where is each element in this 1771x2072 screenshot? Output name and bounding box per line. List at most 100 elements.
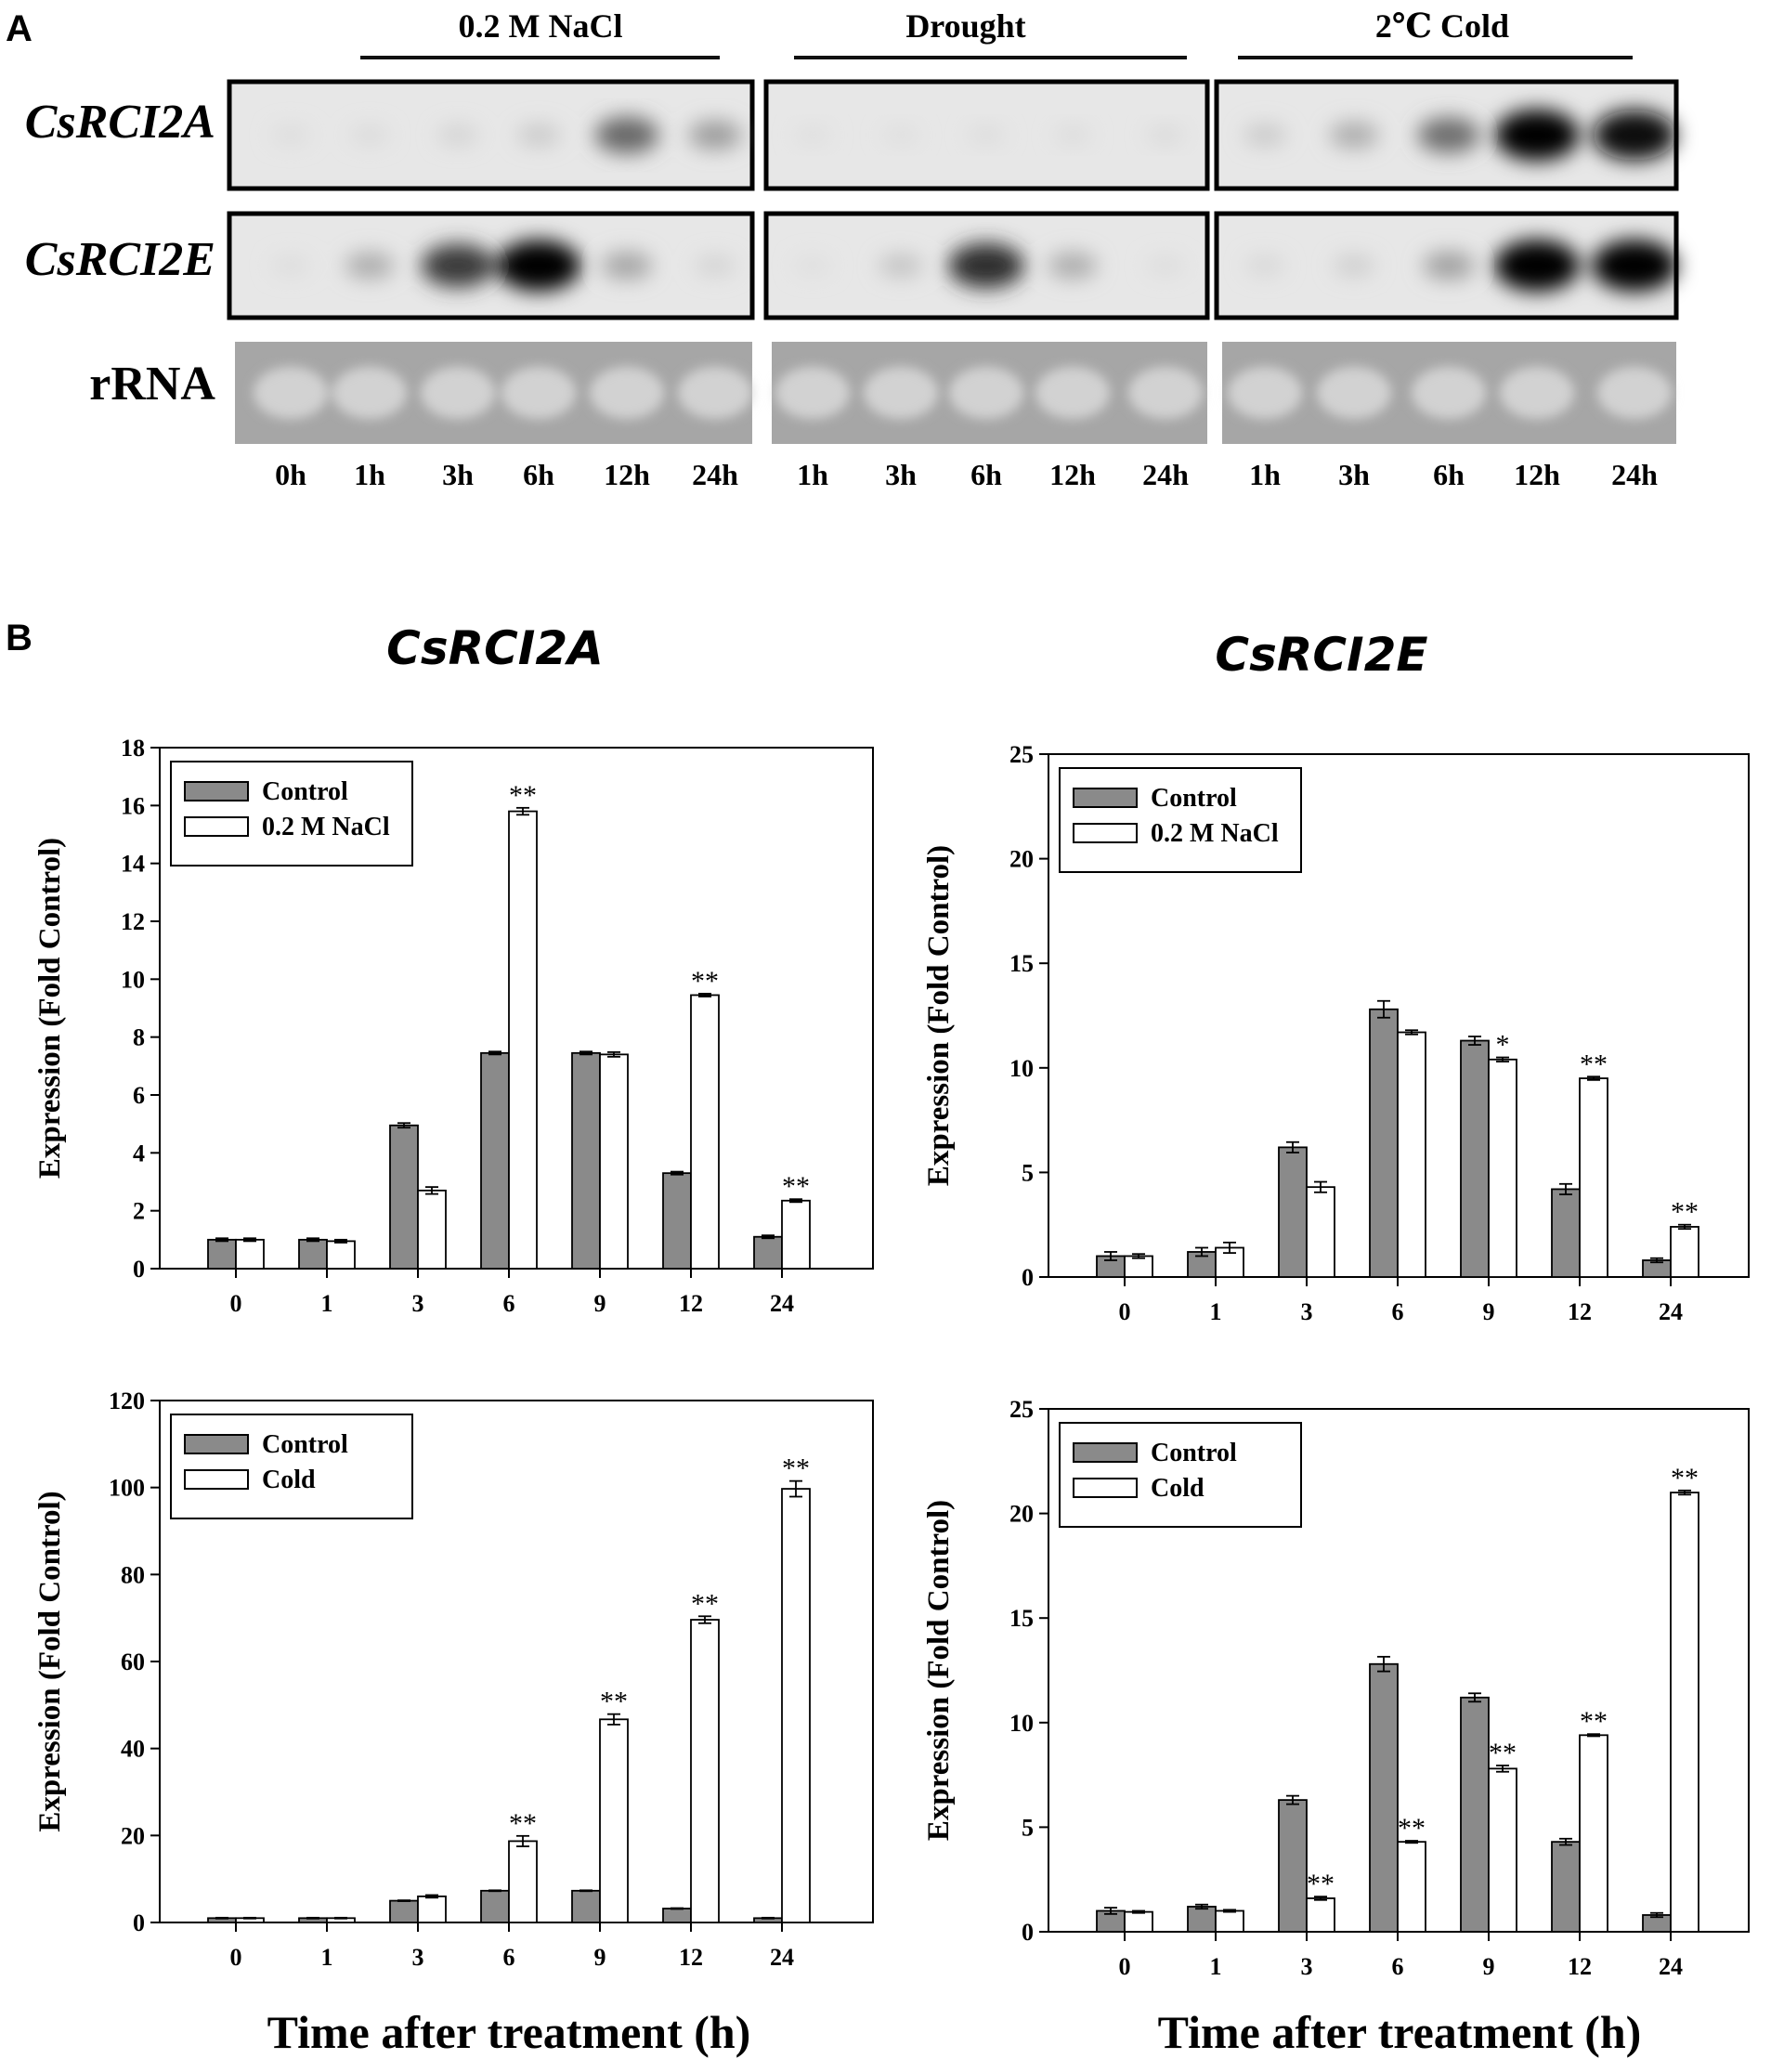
x-tick-label: 24 (770, 1944, 794, 1971)
x-tick-label: 6 (503, 1944, 515, 1971)
blot-box (227, 79, 755, 191)
blot-band (349, 124, 390, 146)
significance-marker: ** (1398, 1813, 1426, 1844)
significance-marker: ** (1307, 1869, 1335, 1899)
bar-treatment (690, 1619, 720, 1923)
blot-band (421, 243, 495, 288)
rrna-bands (775, 367, 1203, 419)
y-tick-label: 10 (121, 966, 145, 993)
panel-a: A 0.2 M NaCl Drought 2℃ Cold CsRCI2ACsRCI2… (6, 7, 1679, 491)
bar-treatment (1579, 1077, 1608, 1278)
lane-label: 6h (523, 458, 554, 491)
panel-b-letter: B (6, 618, 33, 658)
y-tick-label: 5 (1022, 1814, 1034, 1841)
bar-treatment (1215, 1909, 1244, 1933)
panel-b: B CsRCI2A CsRCI2E 024681012141618Express… (6, 618, 1750, 2058)
bar-treatment (1306, 1186, 1335, 1278)
legend-label: 0.2 M NaCl (1151, 819, 1279, 848)
blot-band (601, 251, 653, 280)
y-tick-label: 6 (133, 1082, 145, 1109)
bar-treatment (1488, 1058, 1517, 1278)
bar-treatment (690, 994, 720, 1270)
bar-control (1551, 1188, 1581, 1278)
lane-label: 6h (970, 458, 1002, 491)
bar-treatment (781, 1199, 811, 1270)
y-tick-label: 20 (121, 1822, 145, 1849)
y-axis-label: Expression (Fold Control) (922, 845, 956, 1186)
bar-treatment (599, 1053, 629, 1270)
legend-label: Control (262, 777, 348, 806)
x-tick-label: 1 (1210, 1298, 1222, 1325)
blot-band (1494, 109, 1580, 162)
rrna-band (421, 367, 495, 419)
y-tick-label: 10 (1009, 1055, 1034, 1082)
significance-marker: ** (691, 966, 719, 997)
y-tick-label: 0 (1022, 1919, 1034, 1946)
bar-control (662, 1172, 692, 1270)
y-tick-label: 0 (1022, 1264, 1034, 1291)
blot-band (1243, 124, 1287, 147)
x-tick-label: 12 (1568, 1298, 1592, 1325)
bar-treatment (326, 1240, 356, 1270)
bar-treatment (1579, 1734, 1608, 1933)
y-axis-label: Expression (Fold Control) (33, 838, 67, 1179)
legend-box (170, 761, 413, 867)
significance-marker: ** (1580, 1706, 1608, 1737)
x-tick-label: 1 (321, 1944, 333, 1971)
blot-band (1145, 255, 1186, 276)
rrna-band (1597, 367, 1672, 419)
bar-treatment (508, 810, 538, 1270)
x-tick-label: 0 (230, 1944, 242, 1971)
lane-label: 6h (1433, 458, 1465, 491)
legend-swatch (1073, 1478, 1138, 1498)
bar-treatment (1397, 1841, 1426, 1933)
rrna-band (1412, 367, 1486, 419)
blot-band (879, 254, 923, 278)
blot-band (793, 255, 832, 276)
lane-label: 3h (885, 458, 917, 491)
blot-band (1052, 124, 1093, 146)
significance-marker: ** (782, 1453, 810, 1484)
blot-band (516, 124, 561, 147)
chart-2: 0 5 10 15 20 25 Expression (Fold Control) 0 1 3 6 9… (922, 741, 1750, 1325)
bar-control (753, 1235, 783, 1270)
bar-control (480, 1051, 510, 1270)
lane-labels: 0h 1h 3h 6h 12h 24h 1h 3h 6h 12h 24h 1h 3h 6h 12h 24h (275, 458, 1658, 491)
chart-4: 0 5 10 15 20 25 Expression (Fold Control) 0 1 3 **… (922, 1396, 1750, 1980)
bar-control (389, 1124, 419, 1270)
blot-band (270, 124, 311, 146)
bar-control (389, 1899, 419, 1923)
bar-control (662, 1908, 692, 1923)
y-tick-label: 8 (133, 1024, 145, 1051)
rrna-band (332, 367, 407, 419)
rrna-band (1317, 367, 1391, 419)
y-tick-label: 25 (1009, 1396, 1034, 1423)
legend-label: Cold (1151, 1474, 1205, 1503)
y-tick-label: 120 (109, 1388, 145, 1414)
significance-marker: ** (782, 1171, 810, 1202)
lane-label: 0h (275, 458, 306, 491)
x-tick-label: 12 (1568, 1953, 1592, 1980)
lane-label: 12h (604, 458, 650, 491)
shared-x-axis-label-left: Time after treatment (h) (267, 2006, 751, 2058)
y-tick-label: 15 (1009, 950, 1034, 977)
rrna-band (1035, 367, 1110, 419)
blot-band (1244, 254, 1285, 277)
legend-label: 0.2 M NaCl (262, 813, 390, 841)
lane-label: 1h (1249, 458, 1281, 491)
blot-band (948, 242, 1024, 289)
blot-band (1333, 254, 1375, 277)
bar-treatment (508, 1840, 538, 1923)
x-tick-label: 12 (679, 1944, 703, 1971)
rrna-bands (254, 367, 752, 419)
x-tick-label: 0 (1119, 1298, 1131, 1325)
blot-band (1417, 117, 1480, 153)
significance-marker: ** (1671, 1463, 1699, 1493)
rrna-band (1128, 367, 1203, 419)
y-tick-label: 25 (1009, 741, 1034, 768)
bar-control (207, 1238, 237, 1270)
significance-marker: ** (509, 780, 537, 811)
legend-box (170, 1414, 413, 1519)
rrna-band (501, 367, 576, 419)
